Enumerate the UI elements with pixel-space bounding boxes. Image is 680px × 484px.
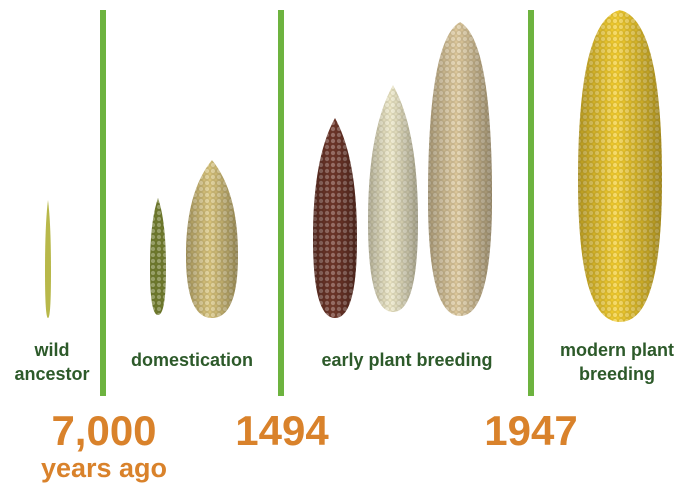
- stage-label: modern plant breeding: [548, 338, 680, 386]
- cob-domestic-small: [150, 198, 166, 315]
- page: wild ancestor domestication early plant …: [0, 0, 680, 484]
- divider: [100, 10, 106, 396]
- cob-white: [368, 85, 418, 312]
- stage-label: early plant breeding: [292, 348, 522, 372]
- date: 7,000: [4, 409, 204, 453]
- stage-label: wild ancestor: [8, 338, 96, 386]
- cob-red: [313, 118, 357, 318]
- divider: [528, 10, 534, 396]
- stage-label: domestication: [112, 348, 272, 372]
- cob-domestic-large: [186, 160, 238, 318]
- cob-beige: [428, 22, 492, 316]
- cob-wild: [45, 200, 51, 318]
- date: 1494: [182, 409, 382, 453]
- divider: [278, 10, 284, 396]
- date: 1947: [431, 409, 631, 453]
- corn-cobs: [45, 10, 662, 322]
- cob-yellow: [578, 10, 662, 322]
- date-sublabel: years ago: [4, 453, 204, 483]
